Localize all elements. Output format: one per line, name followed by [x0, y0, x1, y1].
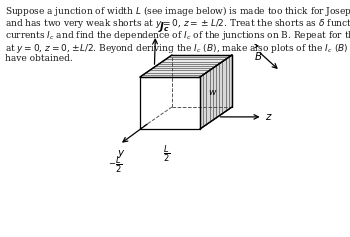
Text: and has two very weak shorts at $y = 0$, $z = \pm L/2$. Treat the shorts as $\de: and has two very weak shorts at $y = 0$,… [5, 17, 350, 29]
Text: at $y = 0$, $z =0$, $\pm L/2$. Beyond deriving the $I_c$ $(B)$, make also plots : at $y = 0$, $z =0$, $\pm L/2$. Beyond de… [5, 41, 350, 55]
Text: $B$: $B$ [254, 50, 262, 62]
Text: $\bfit{J}_c$: $\bfit{J}_c$ [159, 20, 170, 34]
Polygon shape [200, 55, 232, 129]
Text: $y$: $y$ [117, 148, 126, 160]
Text: $-\dfrac{L}{2}$: $-\dfrac{L}{2}$ [108, 154, 123, 175]
Text: $w$: $w$ [208, 87, 218, 96]
Text: $\dfrac{L}{2}$: $\dfrac{L}{2}$ [163, 143, 171, 164]
Polygon shape [140, 55, 232, 77]
Text: $z$: $z$ [265, 112, 272, 122]
Text: Suppose a junction of width $L$ (see image below) is made too thick for Josephso: Suppose a junction of width $L$ (see ima… [5, 4, 350, 18]
Text: have obtained.: have obtained. [5, 54, 73, 63]
Text: currents $I_c$ and find the dependence of $I_c$ of the junctions on B. Repeat fo: currents $I_c$ and find the dependence o… [5, 29, 350, 42]
